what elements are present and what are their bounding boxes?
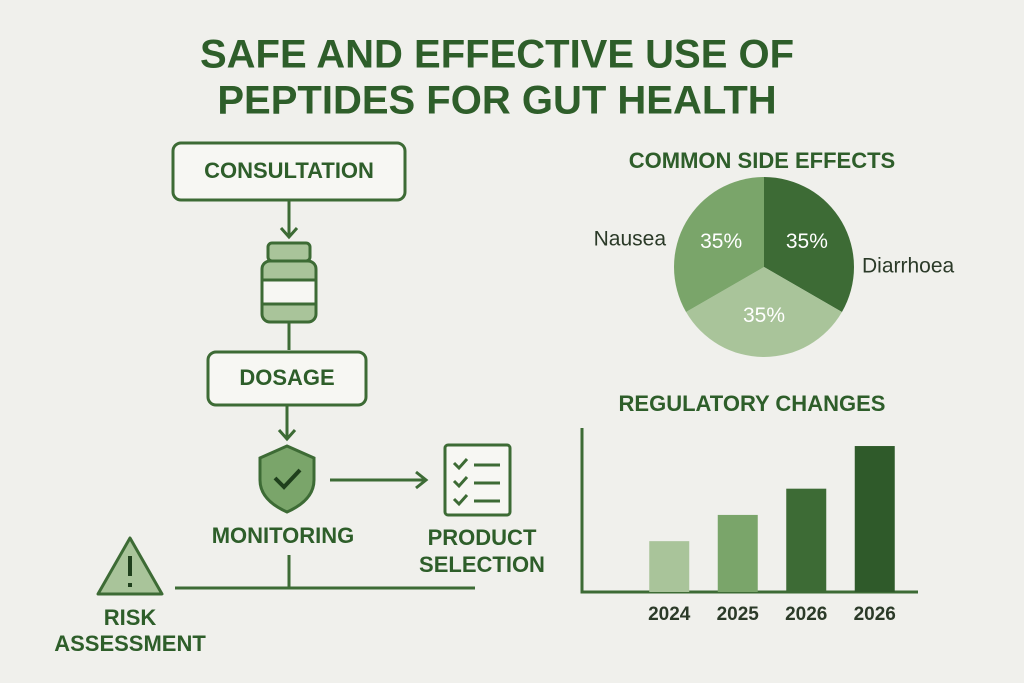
node-label: ASSESSMENT — [54, 631, 206, 656]
shield-icon — [258, 444, 316, 514]
title-line: SAFE AND EFFECTIVE USE OF — [200, 33, 794, 77]
title-line: PEPTIDES FOR GUT HEALTH — [217, 79, 776, 123]
node-label: RISK — [104, 605, 157, 630]
slice-value-label: 35% — [786, 230, 828, 253]
slice-value-label: 35% — [743, 304, 785, 327]
node-label: MONITORING — [212, 523, 355, 548]
bar — [649, 541, 690, 592]
pie-slice — [673, 177, 764, 312]
x-tick-label: 2025 — [717, 604, 760, 625]
arrow — [330, 470, 429, 490]
node-label: PRODUCT — [428, 525, 537, 550]
checklist-icon — [443, 443, 512, 517]
slice-label: Diarrhoea — [862, 255, 955, 278]
arrow — [277, 405, 297, 442]
connector — [175, 555, 475, 590]
warning-icon — [96, 536, 164, 596]
x-tick-label: 2026 — [785, 604, 827, 625]
x-tick-label: 2026 — [854, 604, 896, 625]
node-label: CONSULTATION — [204, 158, 374, 183]
x-tick-label: 2024 — [648, 604, 691, 625]
chart-title: COMMON SIDE EFFECTS — [629, 148, 895, 173]
slice-value-label: 35% — [700, 230, 742, 253]
chart-title: REGULATORY CHANGES — [619, 391, 886, 416]
bottle-icon — [260, 241, 318, 324]
pie-slice — [764, 177, 854, 312]
bar — [854, 446, 895, 592]
bar — [786, 488, 827, 592]
arrow — [279, 200, 299, 240]
node-label: SELECTION — [419, 552, 545, 577]
slice-label: Nausea — [594, 228, 667, 251]
bar — [717, 514, 758, 592]
node-label: DOSAGE — [239, 365, 334, 390]
